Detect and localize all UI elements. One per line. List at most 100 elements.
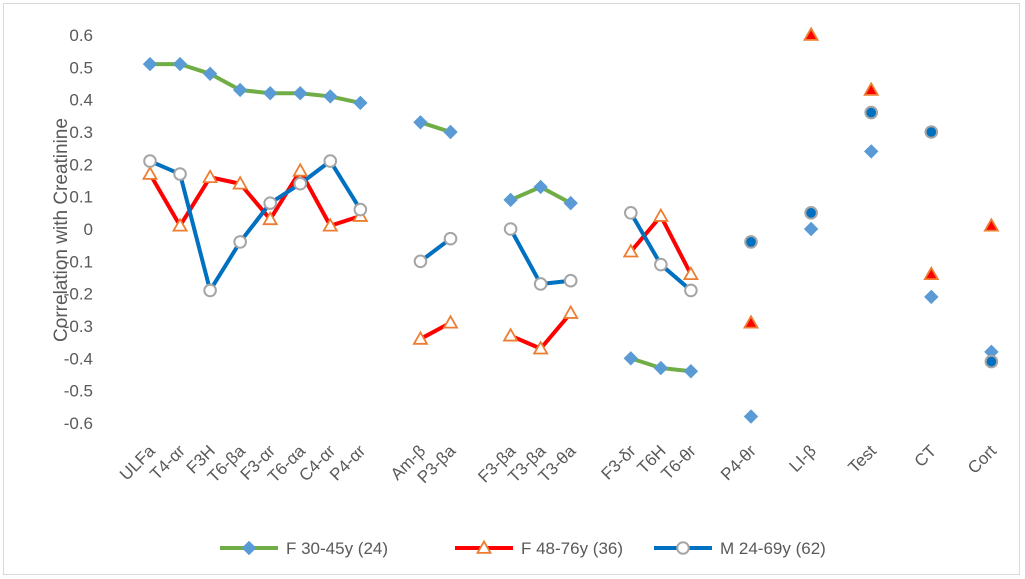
data-point bbox=[202, 66, 218, 82]
data-point bbox=[443, 231, 458, 246]
data-point bbox=[232, 82, 248, 98]
data-point bbox=[682, 265, 699, 281]
x-tick-label: T4-αr bbox=[146, 441, 189, 484]
data-point bbox=[172, 56, 188, 72]
data-point bbox=[863, 81, 880, 96]
data-point bbox=[622, 243, 639, 258]
y-tick-label: -0.3 bbox=[64, 317, 93, 336]
data-point bbox=[263, 196, 278, 210]
data-point bbox=[173, 167, 187, 181]
x-tick-label: F3-δr bbox=[597, 441, 639, 483]
x-tick-label: Test bbox=[845, 441, 881, 477]
series-markers bbox=[141, 26, 1000, 424]
data-point bbox=[443, 124, 458, 140]
y-tick-label: 0.3 bbox=[69, 123, 93, 142]
data-point bbox=[293, 85, 308, 101]
y-axis-title: Correlation with Creatinine bbox=[51, 118, 72, 342]
data-point bbox=[293, 176, 308, 191]
data-point bbox=[624, 206, 638, 220]
y-tick-label: 0.6 bbox=[69, 26, 93, 45]
x-tick-label: CT bbox=[911, 441, 940, 470]
data-point bbox=[532, 340, 549, 355]
data-point bbox=[142, 56, 158, 72]
y-tick-label: 0.4 bbox=[69, 91, 93, 110]
data-point bbox=[353, 95, 368, 111]
y-tick-label: 0.2 bbox=[69, 155, 93, 174]
data-point bbox=[533, 179, 548, 195]
data-point bbox=[684, 283, 698, 298]
data-point bbox=[742, 314, 760, 329]
x-tick-label: T6-θr bbox=[658, 441, 700, 483]
data-point bbox=[924, 125, 939, 139]
data-point bbox=[863, 144, 879, 159]
data-point bbox=[262, 210, 279, 226]
data-point bbox=[652, 207, 669, 222]
data-point bbox=[803, 26, 820, 41]
legend-marker bbox=[475, 539, 493, 554]
y-tick-label: 0.5 bbox=[69, 58, 93, 77]
data-point bbox=[533, 277, 548, 291]
data-point bbox=[141, 165, 159, 180]
data-point bbox=[323, 89, 338, 104]
x-tick-label: P4-θr bbox=[717, 441, 760, 484]
data-point bbox=[413, 254, 428, 269]
data-point bbox=[202, 168, 219, 184]
data-point bbox=[232, 175, 249, 190]
data-point bbox=[262, 85, 278, 101]
legend-label: F 48-76y (36) bbox=[521, 539, 623, 558]
y-axis-ticks: 0.6 0.5 0.4 0.3 0.2 0.1 0 -0.1 -0.2 -0.3 -0.4 -0.5 -… bbox=[64, 26, 93, 433]
legend-marker bbox=[241, 540, 257, 556]
data-point bbox=[503, 222, 518, 236]
data-point bbox=[984, 354, 999, 369]
data-point bbox=[653, 360, 669, 376]
x-tick-label: P4-αr bbox=[326, 441, 369, 484]
data-point bbox=[563, 273, 578, 288]
data-point bbox=[353, 202, 368, 217]
y-tick-label: -0.5 bbox=[64, 382, 93, 401]
data-point bbox=[171, 217, 189, 232]
series-line bbox=[628, 210, 693, 293]
legend: F 30-45y (24) F 48-76y (36) M 24-69y (62) bbox=[220, 539, 826, 558]
data-point bbox=[654, 257, 668, 272]
data-point bbox=[983, 217, 1000, 232]
legend-label: F 30-45y (24) bbox=[286, 539, 388, 558]
data-point bbox=[322, 217, 339, 232]
y-tick-label: 0.1 bbox=[69, 188, 93, 207]
y-tick-label: -0.1 bbox=[64, 252, 93, 271]
data-point bbox=[924, 289, 939, 305]
y-tick-label: -0.6 bbox=[64, 414, 93, 433]
data-point bbox=[683, 364, 699, 379]
y-tick-label: -0.2 bbox=[64, 285, 93, 304]
y-tick-label: -0.4 bbox=[64, 349, 93, 368]
data-point bbox=[203, 283, 217, 298]
data-point bbox=[502, 327, 519, 342]
data-point bbox=[563, 195, 578, 211]
legend-marker bbox=[676, 541, 690, 555]
data-point bbox=[744, 235, 758, 249]
data-point bbox=[503, 192, 518, 208]
data-point bbox=[442, 314, 459, 329]
data-point bbox=[803, 221, 819, 237]
data-point bbox=[743, 409, 759, 424]
series-line bbox=[148, 168, 363, 228]
data-point bbox=[292, 162, 309, 177]
data-point bbox=[413, 115, 428, 130]
series-lines bbox=[148, 62, 693, 374]
data-point bbox=[323, 154, 338, 168]
data-point bbox=[233, 235, 247, 249]
series-line bbox=[508, 227, 573, 286]
x-tick-label: LI-β bbox=[786, 441, 821, 476]
data-point bbox=[562, 304, 579, 319]
data-point bbox=[143, 154, 157, 168]
y-tick-label: 0 bbox=[84, 220, 93, 239]
data-point bbox=[412, 330, 429, 345]
legend-label: M 24-69y (62) bbox=[720, 539, 826, 558]
data-point bbox=[923, 265, 940, 281]
data-point bbox=[864, 105, 879, 120]
data-point bbox=[804, 206, 818, 220]
chart-area bbox=[3, 3, 1020, 575]
data-point bbox=[623, 351, 639, 366]
x-tick-label: Cort bbox=[964, 441, 1000, 477]
